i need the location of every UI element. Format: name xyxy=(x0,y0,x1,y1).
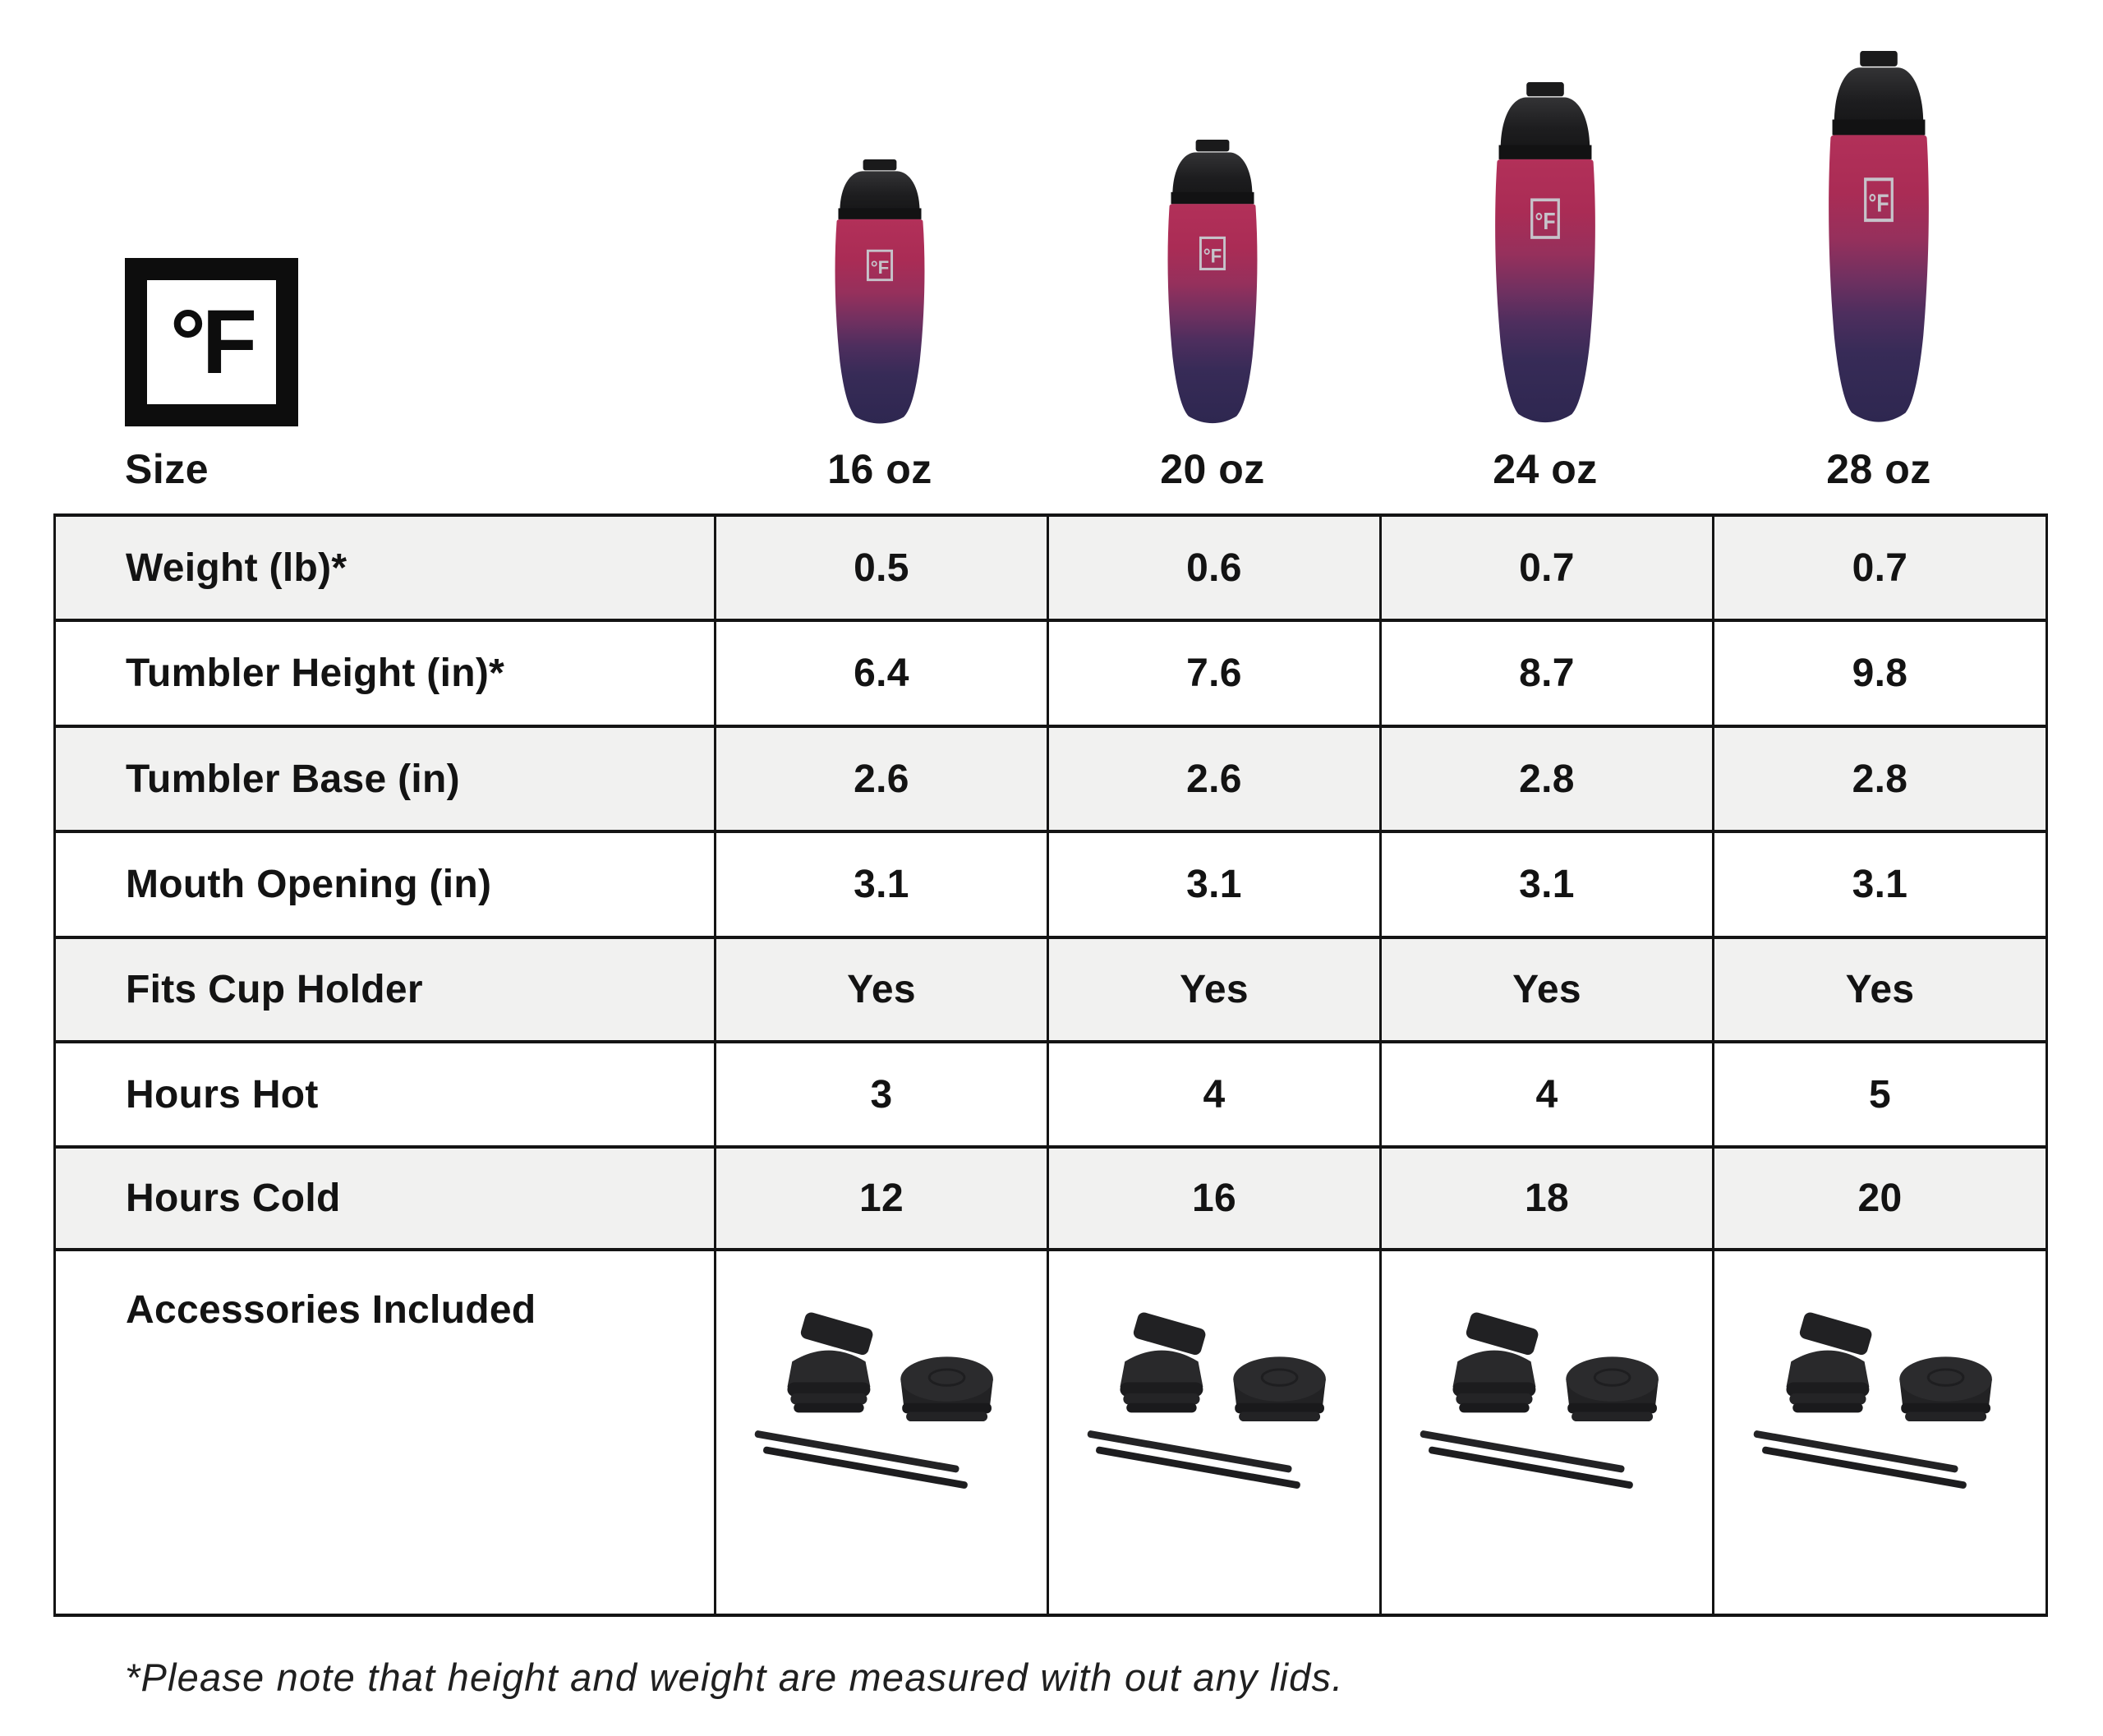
cell-value: 3 xyxy=(714,1040,1049,1149)
tumbler-body xyxy=(1829,135,1929,422)
row-label: Mouth Opening (in) xyxy=(53,830,716,939)
round-lid-icon xyxy=(900,1356,993,1422)
cell-value: 2.6 xyxy=(1047,725,1382,833)
accessories-cell-16oz xyxy=(714,1248,1049,1617)
size-header-20oz: 20 oz xyxy=(1160,446,1265,492)
size-header-24oz: 24 oz xyxy=(1493,446,1598,492)
cell-value: 0.7 xyxy=(1712,513,2048,622)
tumbler-logo-text: °F xyxy=(1868,189,1889,217)
cell-value: 12 xyxy=(714,1145,1049,1251)
accessories-cell-20oz xyxy=(1047,1248,1382,1617)
cell-value: 0.5 xyxy=(714,513,1049,622)
round-lid-icon xyxy=(1566,1356,1659,1422)
table-row-mouth: Mouth Opening (in) 3.1 3.1 3.1 3.1 xyxy=(53,830,2048,939)
round-lid-icon xyxy=(1233,1356,1326,1422)
lid-icon xyxy=(1499,97,1591,159)
lid-tab-icon xyxy=(1526,82,1564,97)
flip-top-lid-icon xyxy=(1452,1312,1539,1413)
cell-value: 20 xyxy=(1712,1145,2048,1251)
cell-value: Yes xyxy=(1047,936,1382,1043)
size-header-28oz: 28 oz xyxy=(1826,446,1931,492)
cell-value: 3.1 xyxy=(1712,830,2048,939)
straws-icon xyxy=(1420,1430,1633,1489)
straws-icon xyxy=(1087,1430,1300,1489)
row-label: Weight (lb)* xyxy=(53,513,716,622)
tumbler-body xyxy=(835,219,925,424)
round-lid-icon xyxy=(1898,1356,1992,1422)
size-header-16oz: 16 oz xyxy=(827,446,932,492)
cell-value: 9.8 xyxy=(1712,619,2048,728)
straws-icon xyxy=(754,1430,968,1489)
cell-value: 6.4 xyxy=(714,619,1049,728)
lid-icon xyxy=(839,171,921,219)
cell-value: 3.1 xyxy=(1379,830,1714,939)
cell-value: 3.1 xyxy=(1047,830,1382,939)
cell-value: 2.8 xyxy=(1379,725,1714,833)
footnote: *Please note that height and weight are … xyxy=(125,1655,1344,1699)
table-row-cupholder: Fits Cup Holder Yes Yes Yes Yes xyxy=(53,936,2048,1043)
cell-value: 7.6 xyxy=(1047,619,1382,728)
row-label: Accessories Included xyxy=(53,1248,716,1617)
cell-value: 4 xyxy=(1379,1040,1714,1149)
cell-value: 2.8 xyxy=(1712,725,2048,833)
cell-value: 18 xyxy=(1379,1145,1714,1251)
flip-top-lid-icon xyxy=(1120,1312,1206,1413)
tumbler-20oz-image: °F xyxy=(1167,140,1258,424)
cell-value: Yes xyxy=(1379,936,1714,1043)
accessories-image xyxy=(1753,1312,1992,1489)
flip-top-lid-icon xyxy=(787,1312,873,1413)
cell-value: Yes xyxy=(714,936,1049,1043)
cell-value: 2.6 xyxy=(714,725,1049,833)
accessories-image xyxy=(754,1312,993,1489)
cell-value: 0.7 xyxy=(1379,513,1714,622)
lid-icon xyxy=(1171,152,1254,205)
row-label: Fits Cup Holder xyxy=(53,936,716,1043)
row-label: Tumbler Height (in)* xyxy=(53,619,716,728)
tumbler-body xyxy=(1167,204,1258,424)
tumbler-24oz-image: °F xyxy=(1495,82,1595,423)
cell-value: 4 xyxy=(1047,1040,1382,1149)
row-label: Hours Hot xyxy=(53,1040,716,1149)
brand-logo-text: °F xyxy=(169,291,257,393)
tumbler-16oz-image: °F xyxy=(835,159,925,424)
cell-value: 8.7 xyxy=(1379,619,1714,728)
tumbler-body xyxy=(1495,159,1595,423)
tumbler-logo-frame xyxy=(1864,177,1894,223)
tumbler-28oz-image: °F xyxy=(1829,51,1929,422)
cell-value: Yes xyxy=(1712,936,2048,1043)
table-row-hours-hot: Hours Hot 3 4 4 5 xyxy=(53,1040,2048,1149)
row-label: Tumbler Base (in) xyxy=(53,725,716,833)
cell-value: 3.1 xyxy=(714,830,1049,939)
accessories-cell-24oz xyxy=(1379,1248,1714,1617)
tumbler-logo-frame xyxy=(866,249,894,282)
flip-top-lid-icon xyxy=(1785,1312,1871,1413)
row-label: Hours Cold xyxy=(53,1145,716,1251)
lid-tab-icon xyxy=(1860,51,1898,67)
tumbler-logo-frame xyxy=(1199,236,1226,271)
accessories-cell-28oz xyxy=(1712,1248,2048,1617)
lid-icon xyxy=(1833,67,1925,136)
accessories-image xyxy=(1087,1312,1326,1489)
lid-tab-icon xyxy=(1195,140,1230,152)
tumbler-logo-text: °F xyxy=(1535,209,1555,235)
brand-logo: °F xyxy=(125,258,298,426)
table-row-base: Tumbler Base (in) 2.6 2.6 2.8 2.8 xyxy=(53,725,2048,833)
table-row-accessories: Accessories Included xyxy=(53,1248,2048,1617)
cell-value: 0.6 xyxy=(1047,513,1382,622)
spec-table: Weight (lb)* 0.5 0.6 0.7 0.7 Tumbler Hei… xyxy=(53,513,2048,1617)
straws-icon xyxy=(1753,1430,1967,1489)
accessories-image xyxy=(1420,1312,1659,1489)
size-row-label: Size xyxy=(125,446,209,492)
tumbler-logo-text: °F xyxy=(1203,245,1222,267)
cell-value: 5 xyxy=(1712,1040,2048,1149)
tumbler-logo-text: °F xyxy=(871,257,890,278)
lid-tab-icon xyxy=(863,159,897,171)
tumbler-logo-frame xyxy=(1530,198,1560,239)
table-row-hours-cold: Hours Cold 12 16 18 20 xyxy=(53,1145,2048,1251)
table-row-height: Tumbler Height (in)* 6.4 7.6 8.7 9.8 xyxy=(53,619,2048,728)
cell-value: 16 xyxy=(1047,1145,1382,1251)
table-row-weight: Weight (lb)* 0.5 0.6 0.7 0.7 xyxy=(53,513,2048,622)
